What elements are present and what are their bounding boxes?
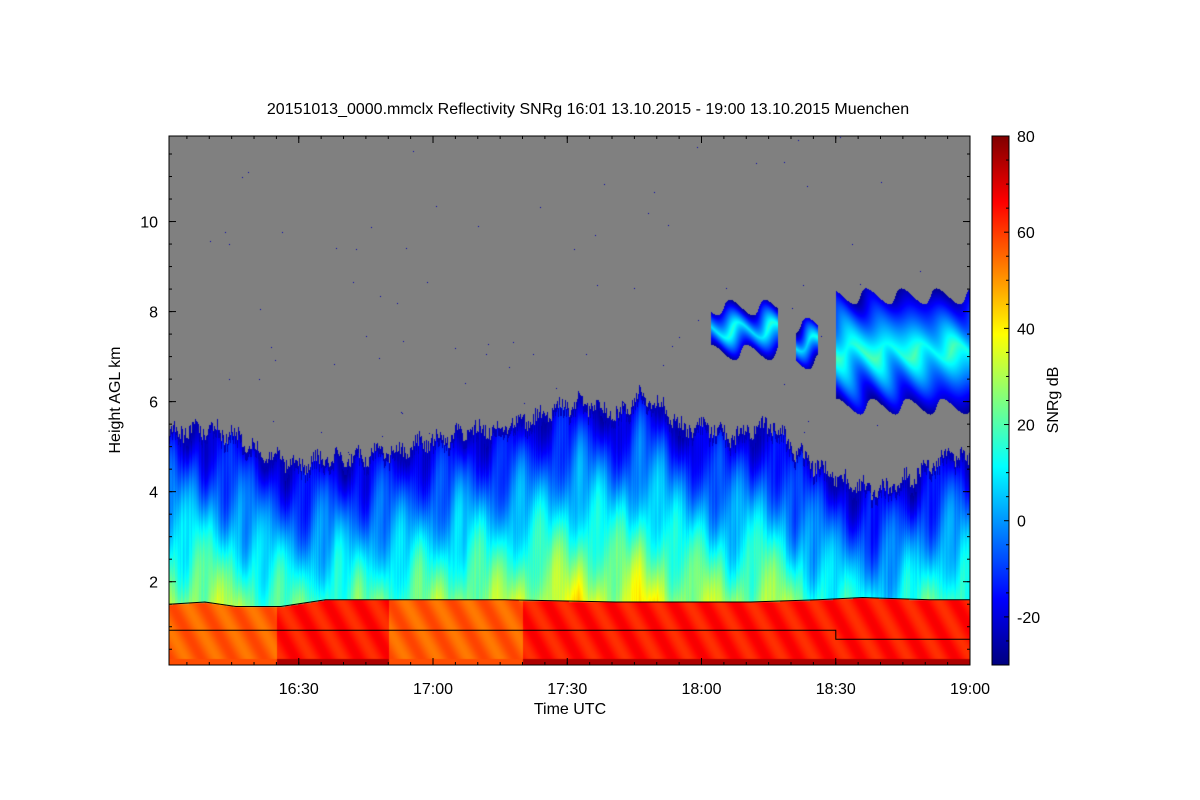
radar-heatmap — [169, 136, 970, 665]
x-tick-label: 17:00 — [413, 681, 453, 698]
boundary-lines — [168, 596, 970, 640]
colorbar-tick-label: 40 — [1017, 321, 1035, 338]
y-axis: 2 4 6 8 10 — [140, 153, 970, 650]
colorbar-tick-label: -20 — [1017, 610, 1040, 627]
y-tick-label: 6 — [149, 395, 158, 412]
x-tick-label: 18:30 — [816, 681, 856, 698]
x-axis-label: Time UTC — [534, 701, 606, 718]
chart-title: 20151013_0000.mmclx Reflectivity SNRg 16… — [267, 101, 909, 118]
x-axis: 16:30 17:00 17:30 18:00 18:30 19:00 — [186, 136, 990, 698]
y-tick-label: 2 — [149, 575, 158, 592]
boundary-line — [169, 629, 970, 640]
y-tick-label: 4 — [149, 485, 158, 502]
colorbar-tick-label: 0 — [1017, 514, 1026, 531]
x-tick-label: 16:30 — [279, 681, 319, 698]
y-tick-label: 8 — [149, 305, 158, 322]
colorbar-axis: -20 0 20 40 60 80 — [1004, 129, 1040, 642]
x-tick-label: 18:00 — [681, 681, 721, 698]
colorbar-label: SNRg dB — [1045, 367, 1062, 434]
colorbar-tick-label: 60 — [1017, 225, 1035, 242]
colorbar-tick-label: 80 — [1017, 129, 1035, 146]
boundary-line — [168, 596, 970, 607]
y-axis-label: Height AGL km — [107, 346, 124, 453]
plot-frame — [168, 135, 971, 666]
x-tick-label: 17:30 — [547, 681, 587, 698]
x-tick-label: 19:00 — [950, 681, 990, 698]
colorbar-tick-label: 20 — [1017, 418, 1035, 435]
y-tick-label: 10 — [140, 215, 158, 232]
